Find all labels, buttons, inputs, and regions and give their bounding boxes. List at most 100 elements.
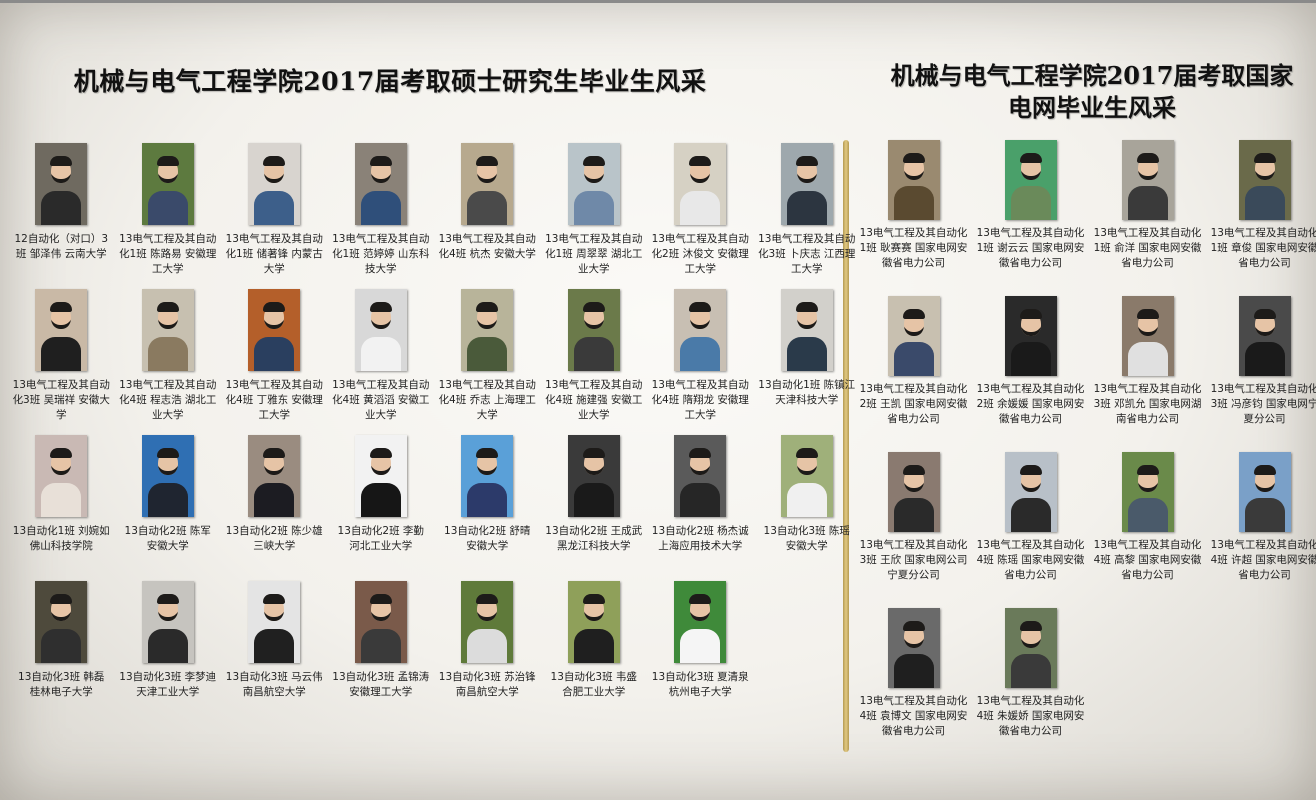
profile-caption: 13电气工程及其自动化1班 俞洋 国家电网安徽省电力公司 xyxy=(1093,227,1202,269)
profile-card: 13电气工程及其自动化3班 王欣 国家电网公司宁夏分公司 xyxy=(855,452,972,608)
profile-card: 13电气工程及其自动化4班 黄滔滔 安徽工业大学 xyxy=(328,289,435,435)
profile-card: 13自动化1班 刘婉如 佛山科技学院 xyxy=(8,435,115,581)
profile-caption: 13电气工程及其自动化4班 朱媛娇 国家电网安徽省电力公司 xyxy=(976,695,1085,737)
profile-card: 13自动化3班 韦盛 合肥工业大学 xyxy=(541,581,648,727)
profile-photo xyxy=(1238,296,1291,376)
profile-card: 13自动化2班 李勤 河北工业大学 xyxy=(328,435,435,581)
profile-photo xyxy=(780,289,833,371)
profile-caption: 13电气工程及其自动化4班 陈瑶 国家电网安徽省电力公司 xyxy=(976,539,1085,581)
profile-card: 13电气工程及其自动化4班 乔志 上海理工大学 xyxy=(434,289,541,435)
profile-caption: 13电气工程及其自动化1班 章俊 国家电网安徽省电力公司 xyxy=(1210,227,1316,269)
profile-photo xyxy=(248,581,301,663)
profile-caption: 13自动化2班 李勤 河北工业大学 xyxy=(337,525,424,552)
profile-photo xyxy=(1121,296,1174,376)
profile-photo xyxy=(461,581,514,663)
profile-photo xyxy=(887,296,940,376)
profile-card: 13电气工程及其自动化4班 朱媛娇 国家电网安徽省电力公司 xyxy=(972,608,1089,764)
profile-caption: 13电气工程及其自动化1班 储著锋 内蒙古大学 xyxy=(225,233,323,275)
profile-photo xyxy=(1121,140,1174,220)
profile-caption: 13电气工程及其自动化4班 隋翔龙 安徽理工大学 xyxy=(651,379,749,421)
profile-photo xyxy=(35,435,88,517)
profile-caption: 13电气工程及其自动化4班 乔志 上海理工大学 xyxy=(438,379,536,421)
profile-photo xyxy=(1004,452,1057,532)
profile-photo xyxy=(354,143,407,225)
profile-card: 13电气工程及其自动化4班 丁雅东 安徽理工大学 xyxy=(221,289,328,435)
profile-photo xyxy=(887,608,940,688)
profile-card: 13电气工程及其自动化4班 陈瑶 国家电网安徽省电力公司 xyxy=(972,452,1089,608)
profile-caption: 13电气工程及其自动化1班 陈路易 安徽理工大学 xyxy=(119,233,217,275)
profile-card: 13自动化2班 舒晴 安徽大学 xyxy=(434,435,541,581)
profile-card: 13电气工程及其自动化1班 范婷婷 山东科技大学 xyxy=(328,143,435,289)
profile-photo xyxy=(887,452,940,532)
profile-card: 13电气工程及其自动化1班 章俊 国家电网安徽省电力公司 xyxy=(1206,140,1316,296)
profile-caption: 13电气工程及其自动化1班 谢云云 国家电网安徽省电力公司 xyxy=(976,227,1085,269)
profile-photo xyxy=(1121,452,1174,532)
profile-card: 13自动化1班 陈镇江 天津科技大学 xyxy=(754,289,861,435)
profile-caption: 13自动化3班 韦盛 合肥工业大学 xyxy=(550,671,637,698)
profile-photo xyxy=(567,435,620,517)
profile-card: 13电气工程及其自动化4班 杭杰 安徽大学 xyxy=(434,143,541,289)
profile-caption: 13自动化2班 陈军 安徽大学 xyxy=(124,525,211,552)
profile-card: 13电气工程及其自动化1班 耿赛赛 国家电网安徽省电力公司 xyxy=(855,140,972,296)
profile-caption: 13自动化3班 夏清泉 杭州电子大学 xyxy=(651,671,749,698)
profile-photo xyxy=(354,289,407,371)
profile-photo xyxy=(780,435,833,517)
profile-photo xyxy=(461,143,514,225)
profile-card: 13电气工程及其自动化4班 袁博文 国家电网安徽省电力公司 xyxy=(855,608,972,764)
profile-card: 13电气工程及其自动化4班 高黎 国家电网安徽省电力公司 xyxy=(1089,452,1206,608)
profile-photo xyxy=(674,289,727,371)
profile-caption: 13电气工程及其自动化4班 黄滔滔 安徽工业大学 xyxy=(332,379,430,421)
profile-card: 13电气工程及其自动化3班 吴瑞祥 安徽大学 xyxy=(8,289,115,435)
profile-photo xyxy=(141,143,194,225)
profile-caption: 13电气工程及其自动化2班 王凯 国家电网安徽省电力公司 xyxy=(859,383,968,425)
profile-photo xyxy=(35,143,88,225)
profile-caption: 13电气工程及其自动化4班 程志浩 湖北工业大学 xyxy=(119,379,217,421)
profile-photo xyxy=(1004,140,1057,220)
profile-photo xyxy=(567,289,620,371)
profile-card: 13电气工程及其自动化1班 谢云云 国家电网安徽省电力公司 xyxy=(972,140,1089,296)
profile-photo xyxy=(141,581,194,663)
profile-card: 13电气工程及其自动化4班 程志浩 湖北工业大学 xyxy=(115,289,222,435)
profile-card: 13电气工程及其自动化3班 邓凯允 国家电网湖南省电力公司 xyxy=(1089,296,1206,452)
profile-photo xyxy=(248,435,301,517)
profile-card: 13自动化3班 马云伟 南昌航空大学 xyxy=(221,581,328,727)
profile-photo xyxy=(887,140,940,220)
profile-photo xyxy=(674,143,727,225)
profile-card: 13自动化2班 陈军 安徽大学 xyxy=(115,435,222,581)
profile-caption: 13电气工程及其自动化4班 丁雅东 安徽理工大学 xyxy=(225,379,323,421)
profile-photo xyxy=(354,435,407,517)
state-grid-section-title: 机械与电气工程学院2017届考取国家 电网毕业生风采 xyxy=(868,60,1316,124)
profile-card: 13电气工程及其自动化2班 王凯 国家电网安徽省电力公司 xyxy=(855,296,972,452)
profile-card: 13自动化3班 苏治锋 南昌航空大学 xyxy=(434,581,541,727)
profile-caption: 13自动化3班 苏治锋 南昌航空大学 xyxy=(438,671,536,698)
profile-photo xyxy=(674,435,727,517)
profile-card: 13电气工程及其自动化1班 周翠翠 湖北工业大学 xyxy=(541,143,648,289)
profile-caption: 13电气工程及其自动化3班 吴瑞祥 安徽大学 xyxy=(12,379,110,421)
profile-caption: 13自动化1班 陈镇江 天津科技大学 xyxy=(758,379,856,406)
profile-card: 13自动化3班 孟锦涛 安徽理工大学 xyxy=(328,581,435,727)
profile-card: 13电气工程及其自动化1班 陈路易 安徽理工大学 xyxy=(115,143,222,289)
profile-photo xyxy=(35,289,88,371)
profile-caption: 13自动化3班 韩磊 桂林电子大学 xyxy=(18,671,105,698)
profile-card: 13电气工程及其自动化4班 施建强 安徽工业大学 xyxy=(541,289,648,435)
profile-caption: 13电气工程及其自动化1班 周翠翠 湖北工业大学 xyxy=(545,233,643,275)
profile-card: 12自动化（对口）3班 邹泽伟 云南大学 xyxy=(8,143,115,289)
profile-card: 13电气工程及其自动化1班 俞洋 国家电网安徽省电力公司 xyxy=(1089,140,1206,296)
state-grid-employee-grid: 13电气工程及其自动化1班 耿赛赛 国家电网安徽省电力公司 13电气工程及其自动化… xyxy=(855,140,1316,764)
profile-photo xyxy=(461,435,514,517)
profile-caption: 12自动化（对口）3班 邹泽伟 云南大学 xyxy=(14,233,109,260)
profile-caption: 13自动化3班 马云伟 南昌航空大学 xyxy=(225,671,323,698)
profile-caption: 13自动化2班 舒晴 安徽大学 xyxy=(444,525,531,552)
profile-card: 13电气工程及其自动化3班 冯彦钧 国家电网宁夏分公司 xyxy=(1206,296,1316,452)
profile-caption: 13电气工程及其自动化2班 沐俊文 安徽理工大学 xyxy=(651,233,749,275)
profile-card: 13自动化3班 夏清泉 杭州电子大学 xyxy=(647,581,754,727)
profile-card: 13自动化3班 陈瑶 安徽大学 xyxy=(754,435,861,581)
profile-caption: 13电气工程及其自动化4班 高黎 国家电网安徽省电力公司 xyxy=(1093,539,1202,581)
profile-photo xyxy=(248,289,301,371)
profile-caption: 13自动化2班 陈少雄 三峡大学 xyxy=(225,525,323,552)
profile-photo xyxy=(567,581,620,663)
profile-caption: 13自动化3班 李梦迪 天津工业大学 xyxy=(119,671,217,698)
profile-photo xyxy=(1004,296,1057,376)
profile-photo xyxy=(780,143,833,225)
